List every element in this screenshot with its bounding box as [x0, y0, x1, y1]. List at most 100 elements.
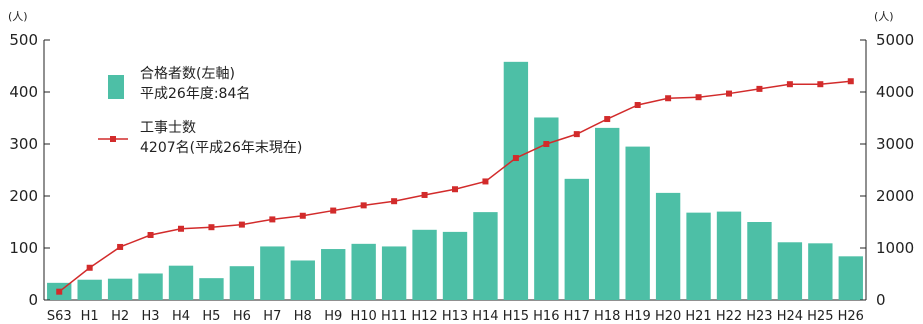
right-tick-3000: 3000 — [876, 135, 914, 153]
line-point-H24 — [786, 81, 793, 88]
x-tick-H18: H18 — [594, 309, 620, 324]
legend-bar-label: 合格者数(左軸) — [140, 66, 235, 82]
line-point-H21 — [695, 94, 702, 101]
right-tick-0: 0 — [876, 291, 886, 309]
x-tick-H2: H2 — [111, 309, 129, 324]
bar-H13 — [442, 231, 468, 300]
bar-H8 — [290, 260, 315, 300]
right-axis-ticks: 0 1000 2000 3000 4000 5000 — [860, 31, 914, 309]
line-point-H26 — [847, 78, 854, 85]
x-tick-H7: H7 — [263, 309, 281, 324]
left-tick-400: 400 — [9, 83, 38, 101]
line-point-H6 — [238, 221, 245, 228]
x-tick-H12: H12 — [411, 309, 437, 324]
bar-H17 — [564, 178, 589, 300]
line-series — [56, 78, 854, 295]
x-tick-H20: H20 — [655, 309, 681, 324]
x-tick-H25: H25 — [807, 309, 833, 324]
legend: 合格者数(左軸) 平成26年度:84名 工事士数 4207名(平成26年末現在) — [98, 66, 302, 156]
line-point-H5 — [208, 224, 215, 231]
bar-H1 — [77, 279, 102, 300]
bar-H4 — [168, 265, 194, 300]
line-point-H7 — [269, 216, 276, 223]
right-axis-unit: (人) — [874, 10, 894, 23]
line-point-H20 — [665, 95, 672, 102]
x-tick-H15: H15 — [503, 309, 529, 324]
x-tick-S63: S63 — [47, 309, 72, 324]
bar-H3 — [138, 273, 163, 300]
x-tick-H3: H3 — [142, 309, 160, 324]
x-tick-H13: H13 — [442, 309, 468, 324]
x-tick-H16: H16 — [533, 309, 559, 324]
bar-H24 — [777, 242, 803, 300]
right-tick-5000: 5000 — [876, 31, 914, 49]
x-axis-labels: S63 H1 H2 H3 H4 H5 H6 H7 H8 H9 H10 H11 H12 H13 H14 H15 H… — [47, 309, 864, 324]
line-point-H11 — [391, 198, 398, 205]
bar-H22 — [716, 211, 742, 300]
line-point-H3 — [147, 232, 154, 238]
bar-H19 — [625, 146, 650, 300]
line-point-H9 — [330, 207, 337, 214]
line-point-H1 — [86, 264, 93, 271]
legend-bar-note: 平成26年度:84名 — [140, 86, 250, 102]
x-tick-H6: H6 — [233, 309, 251, 324]
x-tick-H24: H24 — [777, 309, 803, 324]
line-point-H12 — [421, 191, 428, 198]
bar-H9 — [321, 249, 346, 300]
x-tick-H26: H26 — [838, 309, 864, 324]
legend-line-label: 工事士数 — [140, 120, 196, 136]
right-tick-4000: 4000 — [876, 83, 914, 101]
x-tick-H22: H22 — [716, 309, 742, 324]
x-tick-H1: H1 — [81, 309, 99, 324]
legend-line-note: 4207名(平成26年末現在) — [140, 140, 302, 156]
bar-H11 — [381, 246, 407, 300]
x-tick-H9: H9 — [324, 309, 342, 324]
bar-H5 — [199, 278, 224, 300]
line-point-H8 — [299, 212, 306, 219]
left-axis-unit: (人) — [8, 10, 28, 23]
line-point-H16 — [543, 141, 550, 147]
left-tick-500: 500 — [9, 31, 38, 49]
bars — [47, 61, 863, 301]
x-tick-H11: H11 — [381, 309, 407, 324]
x-tick-H8: H8 — [294, 309, 312, 324]
legend-bar-swatch — [108, 75, 124, 99]
x-tick-H21: H21 — [685, 309, 711, 324]
bar-H25 — [808, 243, 833, 300]
line-point-S63 — [56, 288, 63, 295]
bar-H26 — [838, 256, 863, 300]
bar-H23 — [747, 222, 772, 300]
bar-H14 — [473, 212, 498, 300]
line-point-H17 — [573, 131, 580, 138]
left-axis-ticks: 0 100 200 300 400 500 — [9, 31, 50, 309]
line-point-H15 — [512, 155, 519, 162]
bar-H12 — [412, 229, 437, 300]
line-point-H2 — [117, 243, 124, 250]
x-tick-H4: H4 — [172, 309, 190, 324]
bar-H2 — [107, 278, 133, 300]
x-tick-H5: H5 — [202, 309, 220, 324]
right-tick-2000: 2000 — [876, 187, 914, 205]
bar-H15 — [503, 61, 529, 301]
x-tick-H14: H14 — [472, 309, 498, 324]
left-tick-200: 200 — [9, 187, 38, 205]
bar-H10 — [351, 243, 376, 300]
x-tick-H10: H10 — [351, 309, 377, 324]
x-tick-H23: H23 — [746, 309, 772, 324]
left-tick-0: 0 — [28, 291, 38, 309]
line-point-H4 — [178, 225, 184, 232]
line-point-H22 — [726, 90, 732, 97]
left-tick-300: 300 — [9, 135, 38, 153]
line-point-H18 — [604, 116, 611, 123]
bar-H20 — [655, 192, 681, 300]
line-point-H10 — [360, 202, 367, 209]
bar-H7 — [260, 246, 285, 300]
right-tick-1000: 1000 — [876, 239, 914, 257]
legend-line-marker — [110, 136, 116, 142]
line-point-H19 — [634, 102, 641, 108]
x-tick-H17: H17 — [564, 309, 590, 324]
bar-H18 — [595, 127, 620, 300]
left-tick-100: 100 — [9, 239, 38, 257]
bar-H21 — [686, 212, 711, 300]
